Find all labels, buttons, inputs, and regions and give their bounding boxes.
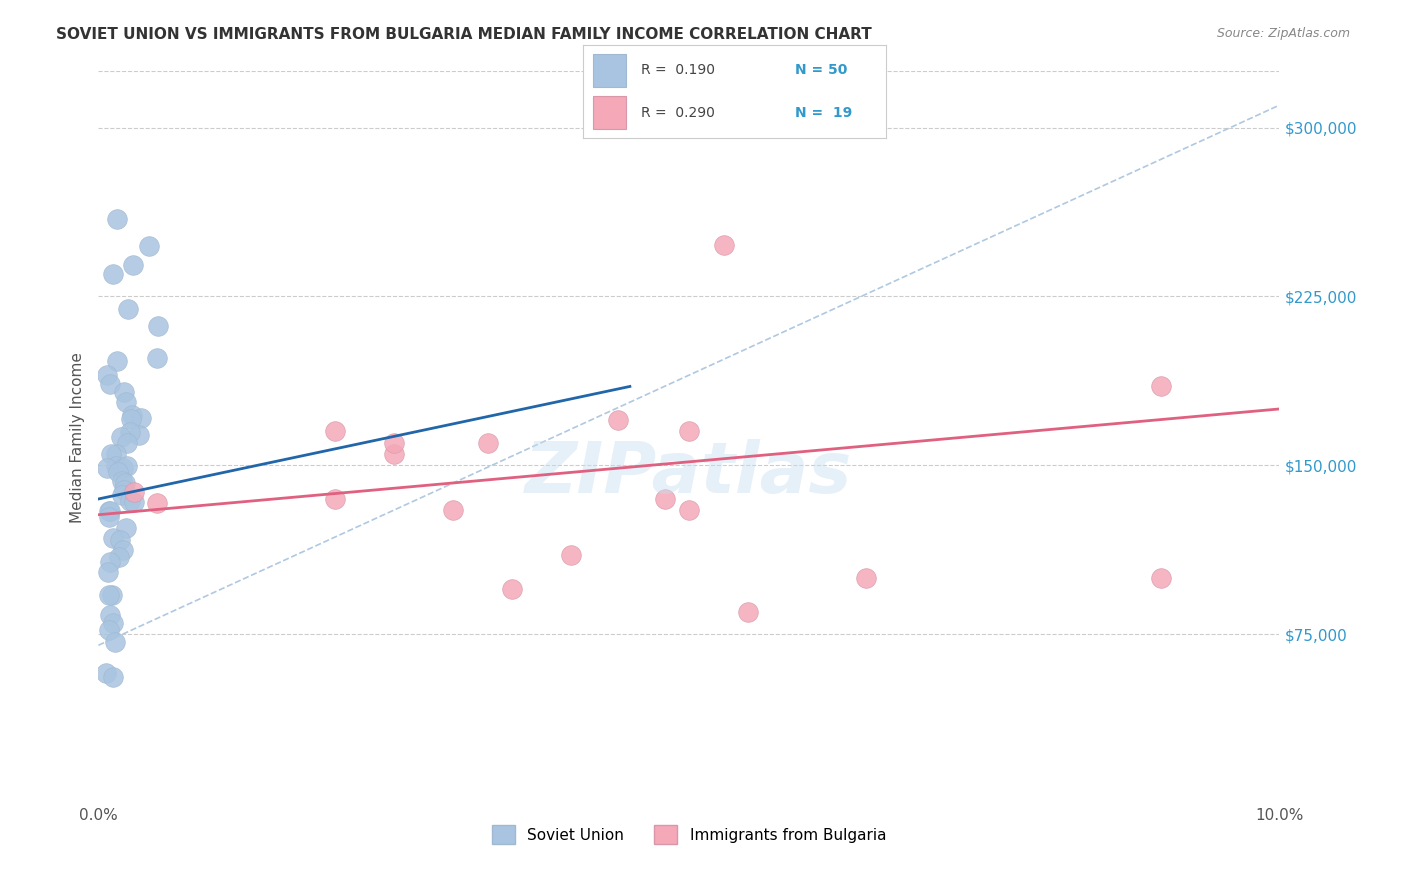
Point [122, 258, 145, 272]
Y-axis label: Median Family Income: Median Family Income [69, 351, 84, 523]
Point [678, 503, 700, 517]
Point [110, 430, 132, 444]
Point [115, 459, 138, 474]
Point [1150, 379, 1173, 393]
Point [112, 483, 135, 497]
Point [382, 435, 405, 450]
Point [97, 588, 120, 602]
Point [122, 485, 145, 500]
Point [104, 635, 127, 649]
Point [105, 447, 128, 461]
Point [98, 376, 121, 391]
Point [138, 238, 160, 252]
Point [107, 465, 129, 479]
Point [105, 354, 128, 368]
Point [607, 413, 630, 427]
Point [112, 384, 135, 399]
Point [501, 582, 523, 596]
Point [713, 237, 735, 252]
Point [97, 504, 120, 518]
Point [560, 548, 582, 562]
Point [737, 605, 759, 619]
Point [108, 550, 131, 565]
Text: R =  0.190: R = 0.190 [641, 63, 714, 78]
Text: N =  19: N = 19 [796, 105, 852, 120]
Point [120, 494, 142, 508]
Point [117, 301, 139, 316]
Point [103, 531, 125, 545]
Point [120, 412, 142, 426]
Point [98, 623, 121, 637]
Text: SOVIET UNION VS IMMIGRANTS FROM BULGARIA MEDIAN FAMILY INCOME CORRELATION CHART: SOVIET UNION VS IMMIGRANTS FROM BULGARIA… [56, 27, 872, 42]
Legend: Soviet Union, Immigrants from Bulgaria: Soviet Union, Immigrants from Bulgaria [485, 819, 893, 850]
Point [1150, 571, 1173, 585]
Point [477, 435, 499, 450]
Point [323, 425, 346, 439]
Point [111, 475, 134, 489]
Point [111, 461, 134, 475]
FancyBboxPatch shape [592, 54, 626, 87]
Text: R =  0.290: R = 0.290 [641, 105, 714, 120]
Point [120, 425, 142, 439]
FancyBboxPatch shape [592, 96, 626, 129]
Point [441, 503, 464, 517]
Point [101, 670, 124, 684]
Point [121, 408, 143, 422]
Point [98, 607, 121, 622]
Text: ZIPatlas: ZIPatlas [526, 439, 852, 508]
Point [98, 556, 121, 570]
Point [382, 447, 405, 461]
Text: N = 50: N = 50 [796, 63, 848, 78]
Point [101, 616, 124, 631]
Point [108, 533, 131, 548]
Point [114, 476, 136, 491]
Point [97, 565, 120, 579]
Point [323, 491, 346, 506]
Point [129, 411, 152, 425]
Point [100, 447, 122, 461]
Point [111, 543, 134, 558]
Point [146, 496, 169, 510]
Point [654, 491, 676, 506]
Text: Source: ZipAtlas.com: Source: ZipAtlas.com [1216, 27, 1350, 40]
Point [97, 510, 120, 524]
Point [115, 435, 138, 450]
Point [96, 460, 118, 475]
Point [101, 588, 124, 602]
Point [101, 267, 124, 281]
Point [111, 488, 134, 502]
Point [115, 521, 138, 535]
Point [122, 495, 145, 509]
Point [128, 428, 150, 442]
Point [96, 665, 118, 680]
Point [146, 318, 169, 333]
Point [105, 211, 128, 226]
Point [114, 395, 136, 409]
Point [96, 368, 118, 382]
Point [146, 351, 169, 366]
Point [104, 458, 127, 473]
Point [678, 425, 700, 439]
Point [98, 504, 121, 518]
Point [855, 571, 877, 585]
